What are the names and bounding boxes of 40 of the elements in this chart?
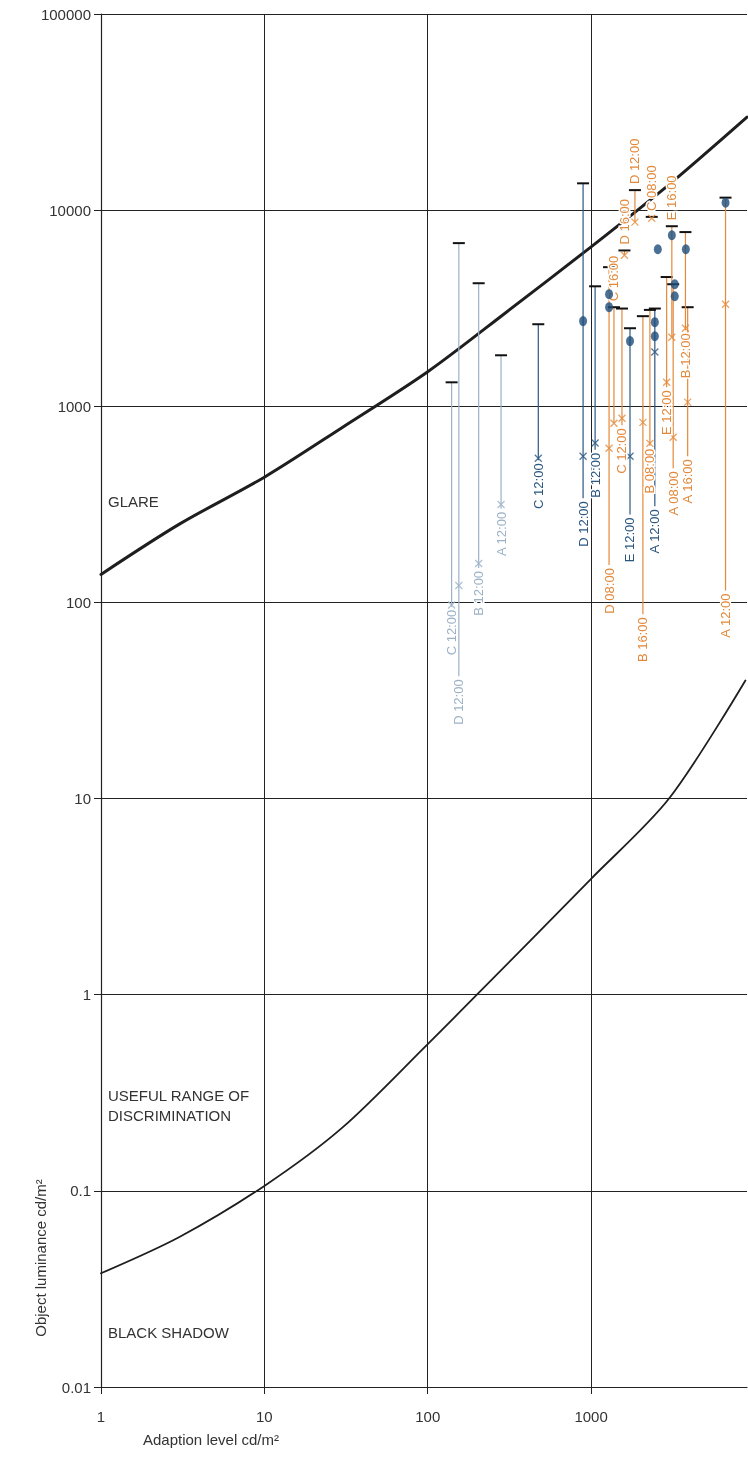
annotation: A 08:00: [665, 471, 681, 516]
annotation: B 08:00: [642, 448, 658, 494]
y-tick-label: 100: [65, 593, 91, 611]
annotation: C 08:00: [644, 165, 660, 211]
annotation: USEFUL RANGE OF DISCRIMINATION: [108, 1087, 254, 1125]
y-axis-title: Object luminance cd/m²: [31, 1179, 49, 1337]
annotation: B 12:00: [587, 452, 603, 498]
y-tick-label: 1: [82, 986, 91, 1004]
x-axis-title: Adaption level cd/m²: [143, 1431, 279, 1448]
annotation: B 12:00: [677, 333, 693, 379]
x-tick-label: 10: [256, 1408, 273, 1425]
y-tick-label: 10: [74, 790, 91, 808]
x-tick-label: 1: [96, 1408, 106, 1425]
annotation: B 16:00: [635, 617, 651, 663]
annotation: B 12:00: [471, 570, 487, 616]
annotation: A 12:00: [493, 511, 509, 556]
annotation: A 12:00: [647, 509, 663, 554]
annotation: A 16:00: [680, 459, 696, 504]
y-tick-label: 10000: [49, 201, 91, 219]
x-tick-label: 100: [415, 1408, 441, 1425]
annotation: D 12:00: [627, 138, 643, 185]
annotation: E 16:00: [664, 175, 680, 221]
annotation: A 12:00: [718, 593, 734, 638]
annotation: C 12:00: [444, 609, 460, 656]
annotation: D 12:00: [575, 501, 591, 547]
y-tick-label: 1000: [57, 397, 91, 415]
annotation: E 12:00: [622, 517, 638, 563]
annotation: D 12:00: [451, 679, 467, 725]
annotation: GLARE: [108, 492, 159, 510]
y-tick-label: 0.1: [70, 1182, 91, 1200]
y-tick-label: 0.01: [61, 1378, 91, 1396]
annotation: E 12:00: [659, 390, 675, 436]
y-tick-label: 100000: [40, 5, 91, 23]
annotation: C 16:00: [606, 255, 622, 302]
annotation: D 08:00: [601, 568, 617, 614]
annotation: D 16:00: [616, 198, 632, 245]
annotation: C 12:00: [530, 463, 546, 509]
annotation: BLACK SHADOW: [108, 1323, 230, 1341]
x-tick-label: 1000: [574, 1408, 608, 1425]
annotation: C 12:00: [614, 428, 630, 474]
